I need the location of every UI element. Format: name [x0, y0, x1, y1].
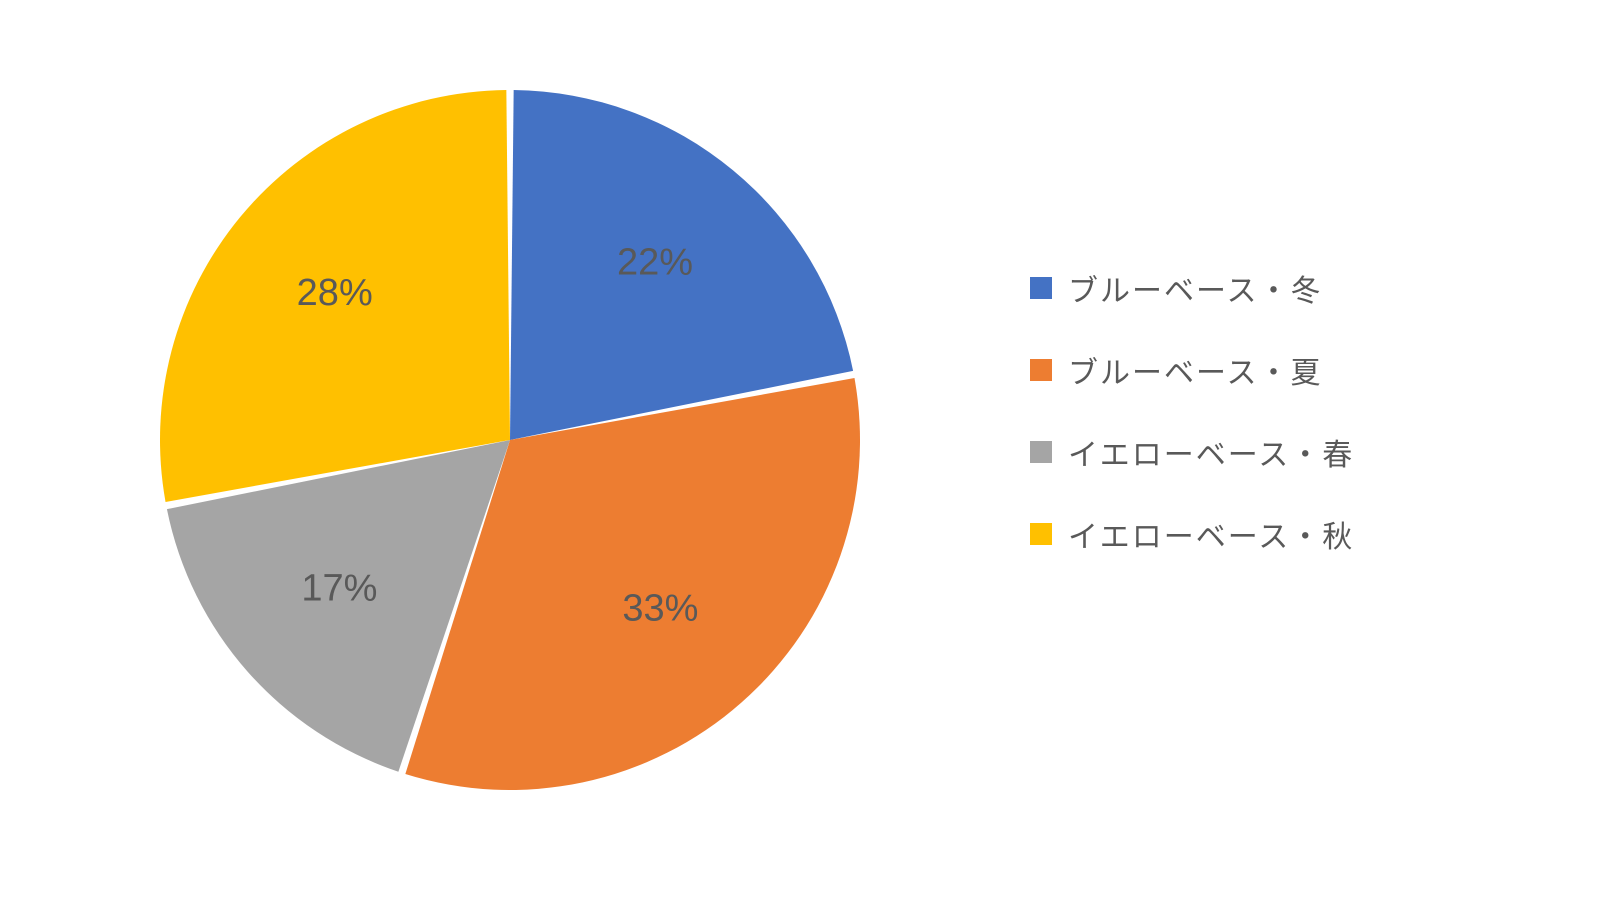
legend-item: イエローベース・春	[1030, 430, 1354, 474]
legend-swatch	[1030, 359, 1052, 381]
legend-swatch	[1030, 277, 1052, 299]
pie-chart: 22% 33% 17% 28%	[150, 80, 870, 800]
legend-label: ブルーベース・冬	[1068, 266, 1323, 310]
legend-item: ブルーベース・冬	[1030, 266, 1354, 310]
legend: ブルーベース・冬 ブルーベース・夏 イエローベース・春 イエローベース・秋	[1030, 266, 1354, 556]
legend-item: ブルーベース・夏	[1030, 348, 1354, 392]
slice-label: 28%	[297, 272, 373, 314]
legend-swatch	[1030, 441, 1052, 463]
legend-swatch	[1030, 523, 1052, 545]
legend-label: ブルーベース・夏	[1068, 348, 1323, 392]
legend-label: イエローベース・秋	[1068, 512, 1354, 556]
slice-label: 17%	[301, 567, 377, 609]
slice-label: 33%	[622, 588, 698, 630]
slice-label: 22%	[617, 242, 693, 284]
legend-item: イエローベース・秋	[1030, 512, 1354, 556]
legend-label: イエローベース・春	[1068, 430, 1354, 474]
pie-svg: 22% 33% 17% 28%	[150, 80, 870, 800]
